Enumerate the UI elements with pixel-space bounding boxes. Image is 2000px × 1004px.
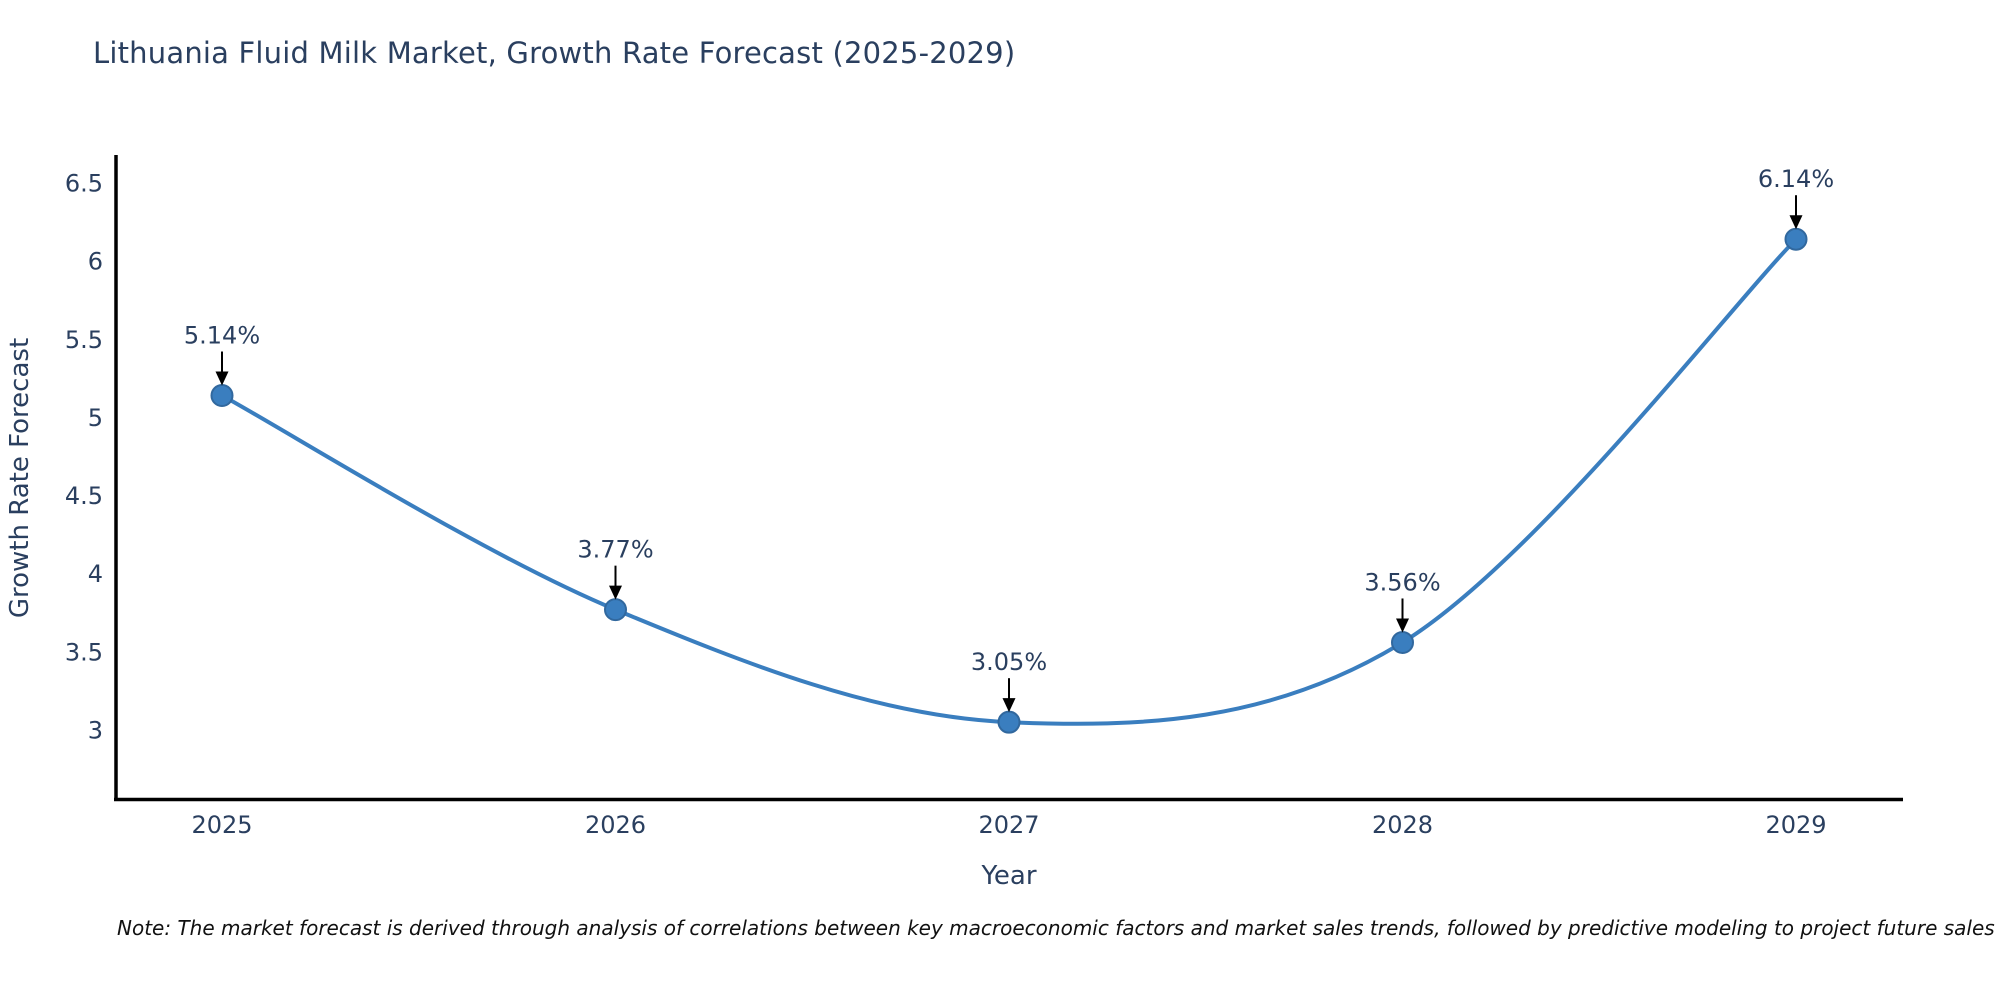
annotation-arrow-head [1002,698,1016,713]
annotation-arrow-head [1789,215,1803,230]
y-tick-label-4: 4 [88,560,103,588]
annotation-label-2026: 3.77% [577,536,653,564]
chart-title: Lithuania Fluid Milk Market, Growth Rate… [93,36,1016,70]
annotation-arrow-head [1396,618,1409,633]
x-axis-title: Year [980,861,1036,891]
y-tick-label-6: 6 [88,248,103,276]
y-tick-label-3: 3 [88,717,103,745]
tick-layer: 6.5 6 5.5 5 4.5 4 3.5 3 2025 2026 2027 2028 2029 [65,169,1827,839]
x-tick-label-2025: 2025 [191,811,252,839]
x-tick-label-2026: 2026 [585,811,646,839]
annotation-label-2028: 3.56% [1364,568,1440,596]
y-tick-label-5: 5 [88,404,103,432]
annotation-label-2025: 5.14% [184,322,260,350]
y-axis-title: Growth Rate Forecast [5,338,35,618]
annotation-arrow-head [215,371,229,386]
y-tick-label-6.5: 6.5 [65,169,103,197]
y-tick-label-3.5: 3.5 [65,638,103,666]
x-tick-label-2027: 2027 [978,811,1039,839]
x-tick-label-2028: 2028 [1372,811,1433,839]
annotation-label-2029: 6.14% [1758,165,1834,193]
annotation-layer: 5.14% 3.77% 3.05% 3.56% 6.14% [184,165,1834,713]
data-point-2028[interactable] [1391,630,1414,654]
y-tick-label-4.5: 4.5 [65,482,103,510]
footnote: Note: The market forecast is derived thr… [117,916,1995,940]
data-point-2029[interactable] [1784,227,1808,251]
data-point-2025[interactable] [210,384,234,408]
annotation-arrow-head [609,585,622,600]
x-tick-label-2029: 2029 [1765,811,1826,839]
y-tick-label-5.5: 5.5 [65,326,103,354]
data-point-2027[interactable] [997,710,1021,734]
annotation-label-2027: 3.05% [971,648,1047,676]
data-point-2026[interactable] [604,598,627,622]
plot-layer [210,227,1808,734]
